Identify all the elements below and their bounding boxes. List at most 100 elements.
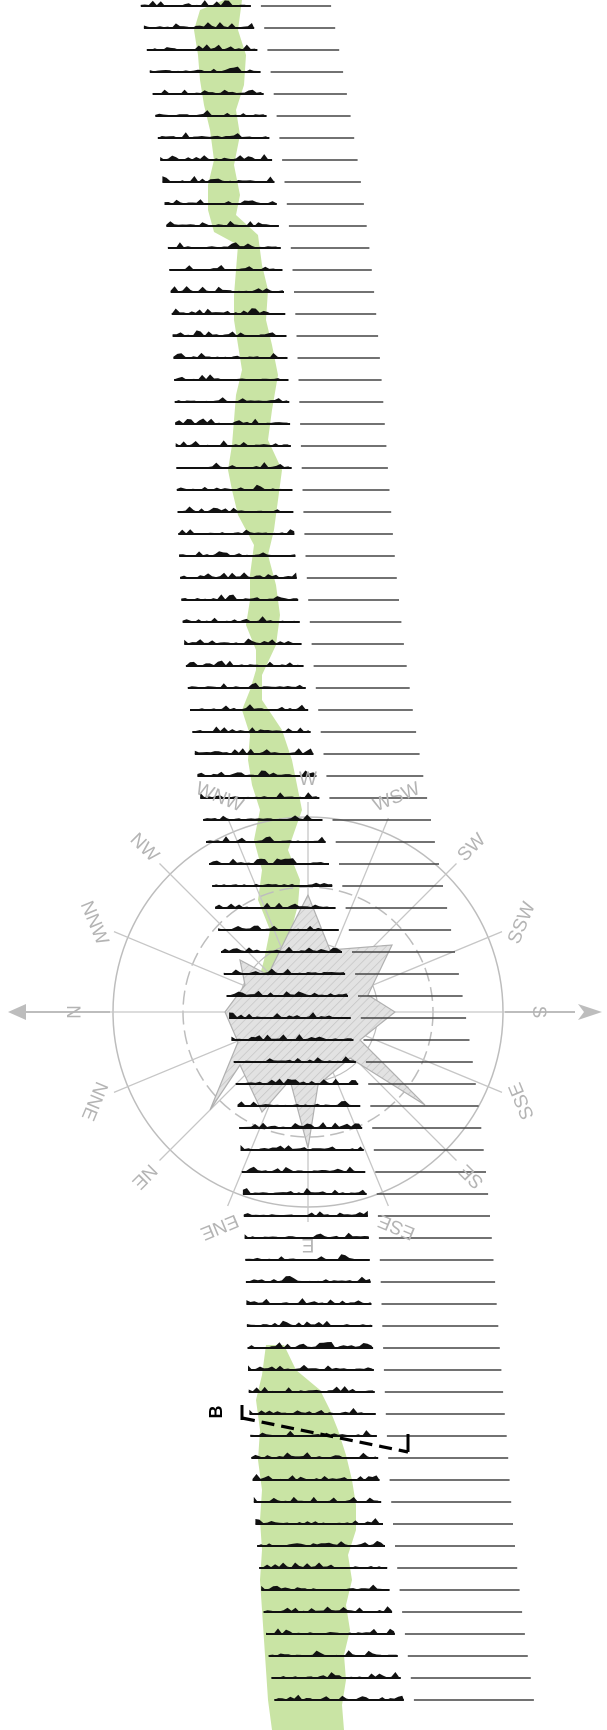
- profile-row: [253, 1496, 512, 1503]
- profile-row: [178, 529, 393, 535]
- profile-silhouette: [180, 572, 297, 578]
- profile-row: [155, 110, 351, 117]
- profile-silhouette: [255, 1518, 383, 1524]
- profile-row: [226, 990, 463, 997]
- profile-row: [251, 1452, 509, 1459]
- compass-label-w: W: [299, 769, 317, 790]
- profile-row: [181, 594, 399, 601]
- compass-label-se: SE: [455, 1160, 488, 1193]
- compass-label-ne: NE: [128, 1160, 162, 1194]
- profile-silhouette: [244, 1232, 369, 1238]
- profile-row: [184, 638, 404, 645]
- profile-silhouette: [146, 44, 258, 50]
- profile-silhouette: [143, 22, 255, 28]
- profile-silhouette: [203, 814, 323, 820]
- profile-row: [179, 551, 395, 557]
- compass-label-n: N: [62, 1005, 83, 1019]
- profile-row: [233, 1056, 473, 1063]
- profile-silhouette: [247, 1342, 374, 1348]
- profile-silhouette: [174, 374, 289, 380]
- profile-silhouette: [178, 529, 295, 534]
- profile-silhouette: [233, 1056, 356, 1062]
- profile-row: [190, 704, 413, 711]
- profile-silhouette: [251, 1452, 379, 1458]
- section-line-dashed: [241, 1416, 409, 1454]
- compass-label-nw: NW: [126, 829, 163, 866]
- profile-silhouette: [172, 330, 287, 336]
- profile-silhouette: [249, 1408, 376, 1414]
- profile-row: [271, 1672, 531, 1679]
- profile-row: [244, 1232, 492, 1239]
- profile-row: [242, 1188, 489, 1195]
- profile-silhouette: [209, 858, 329, 864]
- profile-silhouette: [200, 792, 320, 798]
- profile-silhouette: [187, 682, 306, 688]
- compass-label-wnw: WNW: [192, 778, 246, 816]
- north-arrow-icon: [8, 1004, 26, 1020]
- profile-row: [152, 89, 347, 95]
- profile-row: [266, 1628, 525, 1635]
- wind-rose-fill: [209, 893, 426, 1149]
- profile-row: [229, 1012, 467, 1019]
- cross-section-profiles: [140, 0, 534, 1701]
- profile-silhouette: [261, 1584, 390, 1590]
- profile-row: [140, 0, 332, 7]
- vegetation-upper: [194, 0, 302, 1020]
- profile-silhouette: [167, 242, 281, 248]
- profile-row: [257, 1540, 515, 1547]
- profile-row: [243, 1210, 490, 1217]
- profile-silhouette: [235, 1078, 359, 1084]
- profile-row: [143, 22, 336, 29]
- profile-silhouette: [239, 1122, 363, 1128]
- profile-row: [167, 242, 370, 249]
- profile-row: [255, 1518, 513, 1525]
- profile-row: [223, 968, 459, 975]
- profile-silhouette: [250, 1430, 377, 1436]
- profile-silhouette: [242, 1188, 367, 1194]
- profile-row: [174, 397, 384, 403]
- section-marker-label: B: [206, 1406, 226, 1419]
- profile-row: [175, 418, 385, 425]
- profile-silhouette: [215, 902, 336, 908]
- profile-row: [173, 352, 380, 359]
- profile-silhouette: [263, 1606, 393, 1612]
- profile-silhouette: [182, 616, 300, 622]
- profile-row: [240, 1145, 484, 1151]
- section-marker: B: [206, 1405, 410, 1454]
- profile-row: [146, 44, 340, 51]
- profile-silhouette: [173, 352, 288, 358]
- profile-row: [215, 902, 448, 909]
- profile-silhouette: [271, 1672, 401, 1678]
- profile-row: [218, 925, 452, 931]
- profile-row: [249, 1408, 505, 1415]
- profile-silhouette: [160, 154, 273, 160]
- profile-silhouette: [152, 89, 264, 94]
- profile-row: [174, 374, 382, 381]
- profile-row: [197, 770, 424, 777]
- profile-row: [245, 1276, 496, 1283]
- profile-silhouette: [185, 660, 304, 666]
- compass-label-sw: SW: [453, 829, 490, 866]
- profile-silhouette: [140, 0, 251, 7]
- profile-silhouette: [192, 726, 311, 732]
- profile-silhouette: [241, 1166, 366, 1172]
- profile-row: [235, 1078, 476, 1085]
- profile-row: [176, 484, 390, 491]
- profile-silhouette: [164, 199, 277, 204]
- profile-row: [274, 1694, 534, 1701]
- profile-silhouette: [226, 990, 348, 996]
- profile-silhouette: [252, 1474, 380, 1480]
- profile-row: [268, 1650, 528, 1657]
- profile-row: [175, 440, 387, 447]
- profile-row: [182, 616, 402, 623]
- profile-row: [206, 836, 435, 843]
- profile-silhouette: [266, 1628, 395, 1634]
- profile-silhouette: [179, 551, 296, 556]
- profile-silhouette: [155, 110, 267, 116]
- profile-row: [263, 1606, 523, 1613]
- profile-silhouette: [248, 1386, 375, 1392]
- compass-label-sse: SSE: [505, 1079, 539, 1122]
- profile-silhouette: [170, 286, 284, 292]
- profile-row: [177, 506, 392, 513]
- profile-silhouette: [257, 1540, 385, 1546]
